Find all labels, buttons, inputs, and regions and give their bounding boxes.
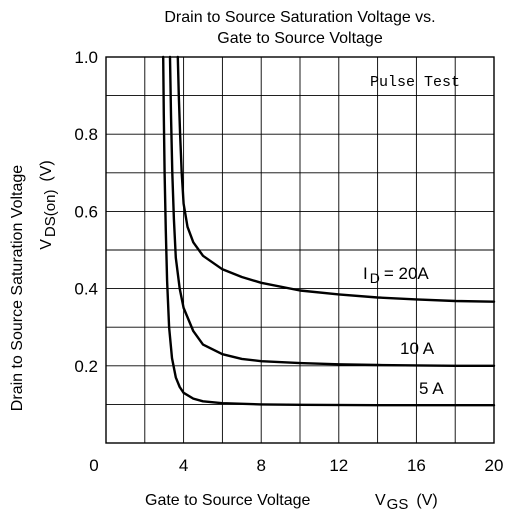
y-tick-label: 0.8: [74, 125, 98, 144]
y-tick-labels: 0.2 0.4 0.6 0.8 1.0: [74, 48, 98, 376]
series-line-1: [168, 55, 496, 367]
y-axis-label: Drain to Source Saturation Voltage: [9, 165, 26, 411]
x-tick-label: 12: [329, 456, 348, 475]
y-axis-symbol: VDS(on)(V): [38, 160, 59, 250]
y-tick-label: 0.2: [74, 357, 98, 376]
series-line-0: [176, 55, 496, 303]
plot-frame: [105, 56, 495, 444]
y-tick-label: 0.6: [74, 202, 98, 221]
x-axis-label: Gate to Source Voltage: [145, 492, 311, 509]
series-label-20a: I D = 20A: [363, 264, 429, 286]
pulse-test-annotation: Pulse Test: [370, 74, 460, 91]
y-tick-label: 1.0: [74, 48, 98, 67]
x-tick-label: 0: [89, 456, 98, 475]
series-line-2: [161, 55, 496, 407]
x-axis-symbol: VGS (V): [375, 492, 438, 513]
x-tick-labels: 0 4 8 12 16 20: [89, 456, 503, 475]
x-tick-label: 20: [485, 456, 504, 475]
x-tick-label: 8: [256, 456, 265, 475]
x-tick-label: 4: [179, 456, 188, 475]
chart-title-line2: Gate to Source Voltage: [217, 30, 383, 47]
series-label-5a: 5 A: [419, 379, 444, 398]
chart-title-line1: Drain to Source Saturation Voltage vs.: [164, 9, 435, 26]
x-tick-label: 16: [407, 456, 426, 475]
y-tick-label: 0.4: [74, 280, 98, 299]
series-label-10a: 10 A: [400, 339, 435, 358]
grid: [106, 57, 494, 443]
curves: [161, 55, 496, 407]
